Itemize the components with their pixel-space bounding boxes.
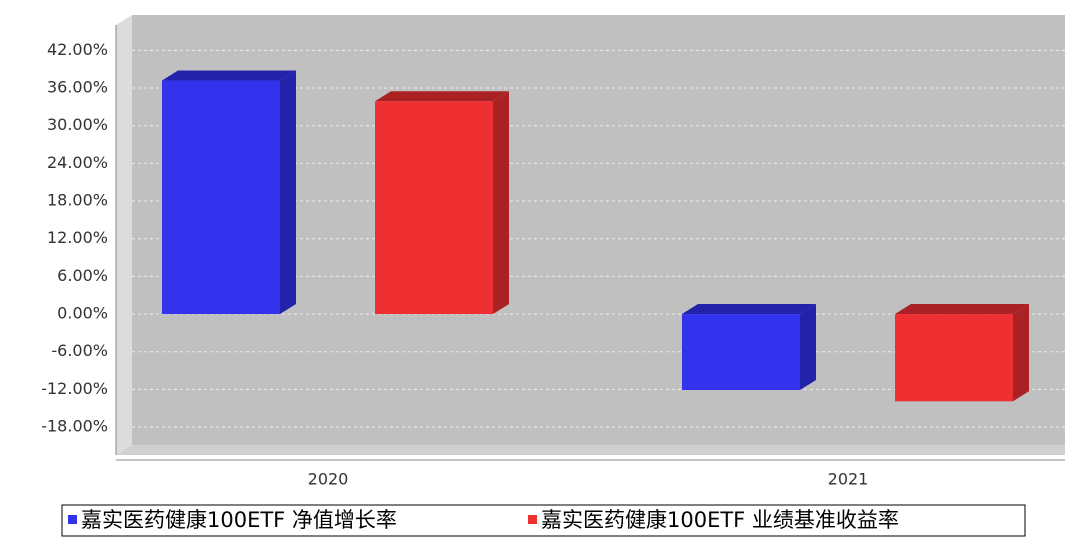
y-tick-label: 30.00%: [47, 115, 108, 134]
y-tick-label: 6.00%: [57, 266, 108, 285]
bar-top: [375, 91, 509, 102]
y-tick-label: 42.00%: [47, 40, 108, 59]
legend-swatch: [528, 515, 537, 524]
bar-side: [800, 304, 816, 391]
y-tick-label: 12.00%: [47, 228, 108, 247]
bar-top: [895, 304, 1029, 315]
bar: [375, 101, 493, 315]
bar-side: [280, 70, 296, 315]
legend-box: [61, 504, 1026, 537]
bar-top: [162, 70, 296, 81]
bar-top: [682, 304, 816, 315]
y-tick-label: 24.00%: [47, 153, 108, 172]
bar-side: [493, 91, 509, 315]
bar-side: [1013, 304, 1029, 402]
legend-label: 嘉实医药健康100ETF 业绩基准收益率: [541, 508, 899, 532]
y-tick-label: 36.00%: [47, 78, 108, 97]
y-tick-label: 18.00%: [47, 191, 108, 210]
x-tick-label: 2021: [828, 470, 869, 489]
side-wall: [116, 15, 132, 455]
x-tick-label: 2020: [308, 470, 349, 489]
legend-swatch: [68, 515, 77, 524]
floor: [116, 445, 1065, 455]
bar: [162, 80, 280, 315]
y-tick-label: -12.00%: [41, 379, 108, 398]
legend-label: 嘉实医药健康100ETF 净值增长率: [81, 508, 397, 532]
bar: [682, 314, 800, 391]
y-tick-label: 0.00%: [57, 304, 108, 323]
back-wall: [132, 15, 1065, 445]
y-tick-label: -6.00%: [51, 341, 108, 360]
bar: [895, 314, 1013, 402]
y-tick-label: -18.00%: [41, 417, 108, 436]
